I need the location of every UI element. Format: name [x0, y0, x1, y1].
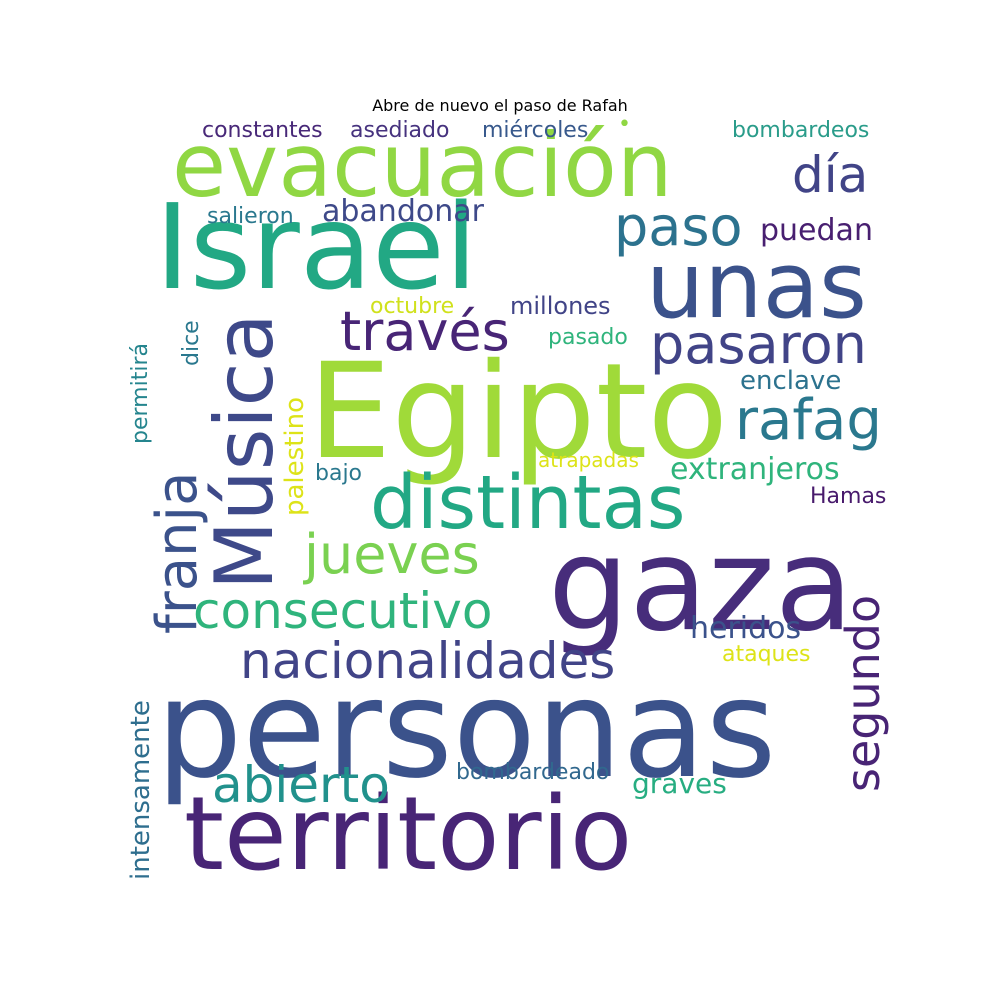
word-constantes: constantes — [202, 118, 323, 143]
word-abandonar: abandonar — [322, 194, 484, 229]
word-bombardeado: bombardeado — [456, 760, 610, 785]
word-nacionalidades: nacionalidades — [240, 632, 616, 690]
word-rafag: rafag — [735, 388, 882, 453]
word-heridos: heridos — [690, 611, 802, 646]
word-permitira: permitirá — [128, 343, 153, 444]
word-puedan: puedan — [760, 213, 873, 248]
page-title: Abre de nuevo el paso de Rafah — [372, 96, 628, 115]
word-salieron: salieron — [207, 204, 294, 229]
word-millones: millones — [510, 292, 611, 320]
word-dice: dice — [179, 320, 204, 366]
word-hamas: Hamas — [810, 484, 887, 509]
word-musica: Música — [198, 313, 291, 590]
word-asediado: asediado — [350, 118, 450, 143]
word-territorio: territorio — [184, 775, 633, 894]
word-personas: personas — [156, 651, 777, 809]
word-traves: través — [340, 300, 510, 363]
word-unas: unas — [646, 232, 867, 339]
word-miercoles: miércoles — [482, 118, 589, 143]
word-egipto: Egipto — [308, 335, 729, 489]
word-octubre: octubre — [370, 294, 455, 319]
word-intensamente: intensamente — [126, 700, 156, 880]
word-franja: franja — [145, 471, 210, 634]
word-pasaron: pasaron — [650, 313, 867, 376]
word-distintas: distintas — [370, 460, 686, 546]
word-israel: Israel — [155, 178, 478, 316]
word-abierto: abierto — [212, 756, 390, 814]
word-graves: graves — [632, 767, 727, 800]
word-dia: día — [792, 146, 869, 204]
word-bajo: bajo — [315, 461, 363, 486]
word-atrapadas: atrapadas — [538, 448, 639, 472]
word-bombardeos: bombardeos — [732, 118, 870, 143]
word-pasado: pasado — [548, 325, 628, 350]
word-segundo: segundo — [836, 594, 890, 792]
word-palestino: palestino — [280, 396, 310, 516]
word-evacuacion: evacuación — [172, 114, 673, 217]
word-enclave: enclave — [740, 366, 842, 396]
word-extranjeros: extranjeros — [670, 452, 840, 487]
word-gaza: gaza — [548, 511, 854, 660]
word-ataques: ataques — [722, 642, 811, 667]
word-consecutivo: consecutivo — [193, 582, 493, 640]
word-dot: • — [618, 112, 631, 137]
word-jueves: jueves — [304, 523, 480, 586]
word-paso: paso — [614, 195, 743, 258]
